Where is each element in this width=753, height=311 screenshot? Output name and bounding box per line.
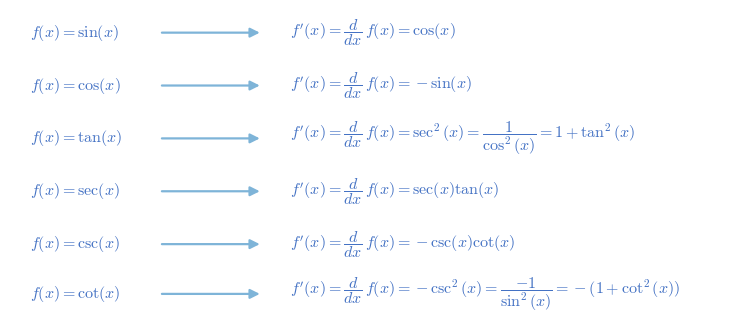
Text: $f(x) = \csc(x)$: $f(x) = \csc(x)$ [30, 234, 120, 254]
Text: $f^{\prime}(x) = \dfrac{d}{dx}\,f(x) = -\csc^{2}(x) = \dfrac{-1}{\sin^{2}(x)} = : $f^{\prime}(x) = \dfrac{d}{dx}\,f(x) = -… [290, 275, 680, 311]
Text: $f^{\prime}(x) = \dfrac{d}{dx}\,f(x) = -\csc(x)\cot(x)$: $f^{\prime}(x) = \dfrac{d}{dx}\,f(x) = -… [290, 229, 516, 260]
Text: $f^{\prime}(x) = \dfrac{d}{dx}\,f(x) = \sec(x)\tan(x)$: $f^{\prime}(x) = \dfrac{d}{dx}\,f(x) = \… [290, 176, 499, 207]
Text: $f^{\prime}(x) = \dfrac{d}{dx}\,f(x) = -\sin(x)$: $f^{\prime}(x) = \dfrac{d}{dx}\,f(x) = -… [290, 70, 472, 101]
Text: $f(x) = \cot(x)$: $f(x) = \cot(x)$ [30, 284, 120, 304]
Text: $f(x) = \sin(x)$: $f(x) = \sin(x)$ [30, 23, 119, 43]
Text: $f^{\prime}(x) = \dfrac{d}{dx}\,f(x) = \cos(x)$: $f^{\prime}(x) = \dfrac{d}{dx}\,f(x) = \… [290, 17, 456, 48]
Text: $f(x) = \tan(x)$: $f(x) = \tan(x)$ [30, 128, 123, 148]
Text: $f^{\prime}(x) = \dfrac{d}{dx}\,f(x) = \sec^{2}(x) = \dfrac{1}{\cos^{2}(x)} = 1+: $f^{\prime}(x) = \dfrac{d}{dx}\,f(x) = \… [290, 119, 636, 157]
Text: $f(x) = \sec(x)$: $f(x) = \sec(x)$ [30, 181, 120, 201]
Text: $f(x) = \cos(x)$: $f(x) = \cos(x)$ [30, 76, 120, 95]
